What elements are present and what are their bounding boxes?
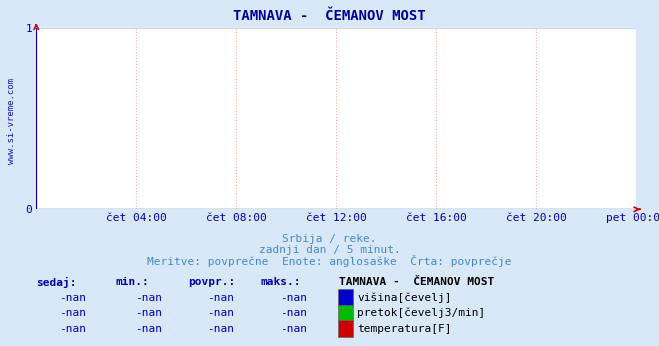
Text: maks.:: maks.: [260, 277, 301, 287]
Text: -nan: -nan [280, 308, 306, 318]
Text: Meritve: povprečne  Enote: anglosaške  Črta: povprečje: Meritve: povprečne Enote: anglosaške Črt… [147, 255, 512, 267]
Text: -nan: -nan [59, 308, 86, 318]
Text: -nan: -nan [59, 324, 86, 334]
Text: -nan: -nan [208, 324, 234, 334]
Text: sedaj:: sedaj: [36, 276, 76, 288]
Text: -nan: -nan [135, 308, 161, 318]
Text: -nan: -nan [208, 293, 234, 302]
Text: www.si-vreme.com: www.si-vreme.com [7, 78, 16, 164]
Text: -nan: -nan [280, 324, 306, 334]
Text: min.:: min.: [115, 277, 149, 287]
Text: zadnji dan / 5 minut.: zadnji dan / 5 minut. [258, 245, 401, 255]
Text: -nan: -nan [208, 308, 234, 318]
Text: višina[čevelj]: višina[čevelj] [357, 292, 451, 303]
Text: -nan: -nan [135, 324, 161, 334]
Text: -nan: -nan [59, 293, 86, 302]
Text: povpr.:: povpr.: [188, 277, 235, 287]
Text: pretok[čevelj3/min]: pretok[čevelj3/min] [357, 308, 486, 318]
Text: TAMNAVA -  ČEMANOV MOST: TAMNAVA - ČEMANOV MOST [339, 277, 495, 287]
Text: Srbija / reke.: Srbija / reke. [282, 234, 377, 244]
Text: TAMNAVA -  ČEMANOV MOST: TAMNAVA - ČEMANOV MOST [233, 9, 426, 22]
Text: -nan: -nan [135, 293, 161, 302]
Text: temperatura[F]: temperatura[F] [357, 324, 451, 334]
Text: -nan: -nan [280, 293, 306, 302]
